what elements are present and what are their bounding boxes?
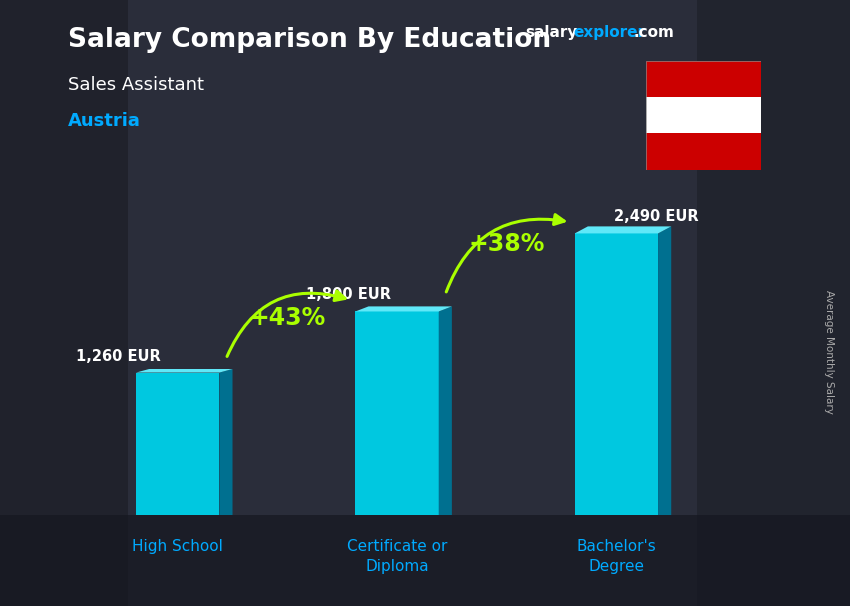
Bar	[0, 0, 128, 606]
Text: High School: High School	[133, 539, 223, 554]
Text: Salary Comparison By Education: Salary Comparison By Education	[68, 27, 551, 53]
Polygon shape	[136, 373, 219, 515]
Text: 1,800 EUR: 1,800 EUR	[306, 287, 391, 302]
FancyArrowPatch shape	[227, 291, 345, 356]
Polygon shape	[575, 227, 672, 233]
Text: salary: salary	[525, 25, 578, 41]
Text: +38%: +38%	[468, 231, 545, 256]
Text: 1,260 EUR: 1,260 EUR	[76, 348, 161, 364]
Polygon shape	[355, 307, 452, 311]
Text: Average Monthly Salary: Average Monthly Salary	[824, 290, 834, 413]
Polygon shape	[136, 369, 233, 373]
Text: Sales Assistant: Sales Assistant	[68, 76, 204, 94]
Polygon shape	[575, 233, 658, 515]
Text: Bachelor's
Degree: Bachelor's Degree	[576, 539, 656, 574]
Bar	[0, 515, 850, 606]
Text: 2,490 EUR: 2,490 EUR	[614, 210, 698, 224]
Text: Austria: Austria	[68, 112, 141, 130]
Text: explorer: explorer	[574, 25, 646, 41]
Bar	[697, 0, 850, 606]
Polygon shape	[439, 307, 452, 515]
Bar	[646, 61, 761, 97]
Polygon shape	[355, 311, 439, 515]
Polygon shape	[658, 227, 672, 515]
FancyArrowPatch shape	[446, 215, 564, 292]
Text: +43%: +43%	[249, 306, 326, 330]
Text: Certificate or
Diploma: Certificate or Diploma	[347, 539, 447, 574]
Polygon shape	[219, 369, 233, 515]
Bar	[646, 133, 761, 170]
Bar	[646, 97, 761, 133]
Text: .com: .com	[633, 25, 674, 41]
